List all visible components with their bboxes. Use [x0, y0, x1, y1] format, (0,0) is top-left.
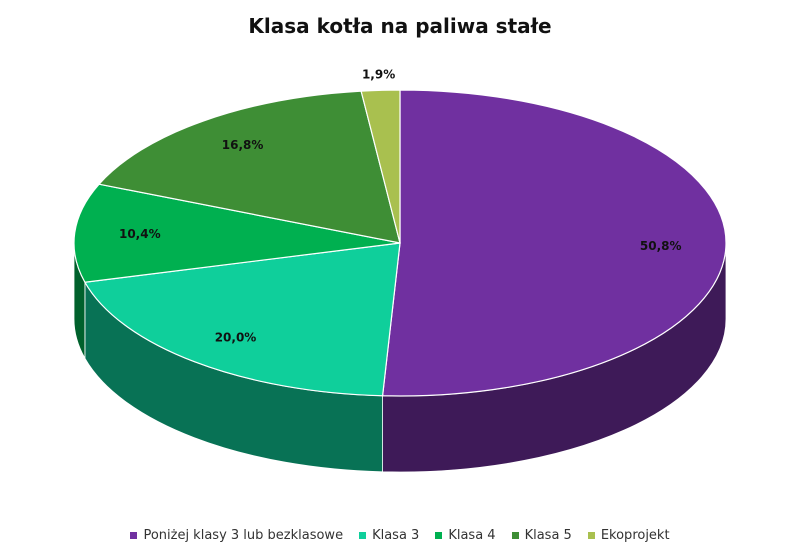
slice: [381, 89, 727, 397]
value-label: 10,4%: [119, 227, 161, 241]
legend-label: Klasa 3: [372, 528, 420, 543]
slice: [73, 183, 401, 283]
legend-swatch: [130, 532, 138, 539]
legend-swatch: [359, 532, 367, 539]
legend-label: Klasa 5: [524, 528, 572, 543]
legend-label: Klasa 4: [448, 528, 496, 543]
legend-swatch: [587, 532, 595, 539]
value-label: 20,0%: [215, 330, 257, 344]
legend-swatch: [511, 532, 519, 539]
value-label: 1,9%: [362, 68, 395, 82]
legend-item: Klasa 5: [511, 528, 572, 543]
value-label: 16,8%: [222, 138, 264, 152]
legend: Poniżej klasy 3 lub bezklasowe Klasa 3 Kla…: [0, 528, 800, 543]
legend-label: Ekoprojekt: [600, 528, 670, 543]
legend-swatch: [435, 532, 443, 539]
value-label: 50,8%: [640, 239, 682, 253]
slice: [83, 242, 401, 397]
legend-item: Klasa 4: [435, 528, 496, 543]
legend-item: Klasa 3: [359, 528, 419, 543]
legend-item: Ekoprojekt: [587, 528, 670, 543]
legend-label: Poniżej klasy 3 lub bezklasowe: [143, 528, 344, 543]
legend-item: Poniżej klasy 3 lub bezklasowe: [130, 528, 343, 543]
slice: [360, 89, 401, 244]
slice: [97, 90, 401, 244]
chart-title: Klasa kotła na paliwa stałe: [248, 14, 551, 38]
